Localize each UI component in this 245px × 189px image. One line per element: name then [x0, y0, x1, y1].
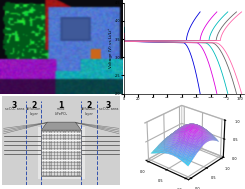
X-axis label: Capacity (mAh/g): Capacity (mAh/g) — [166, 102, 202, 106]
Polygon shape — [41, 122, 81, 130]
Text: diffusion
layer: diffusion layer — [26, 107, 41, 116]
Bar — [38, 127, 85, 179]
Text: 3: 3 — [106, 101, 111, 110]
Text: 1: 1 — [59, 101, 64, 110]
Text: 2: 2 — [31, 101, 36, 110]
Text: solid
LiFePO₄: solid LiFePO₄ — [55, 107, 68, 116]
Y-axis label: Voltage (V) vs Li/Li⁺: Voltage (V) vs Li/Li⁺ — [109, 28, 113, 68]
Text: scCO₂ area: scCO₂ area — [4, 107, 24, 111]
Text: 2: 2 — [86, 101, 92, 110]
Text: diffusion
layer: diffusion layer — [81, 107, 97, 116]
Text: scCO₂ area: scCO₂ area — [98, 107, 118, 111]
Bar — [41, 130, 81, 176]
Text: 3: 3 — [12, 101, 17, 110]
